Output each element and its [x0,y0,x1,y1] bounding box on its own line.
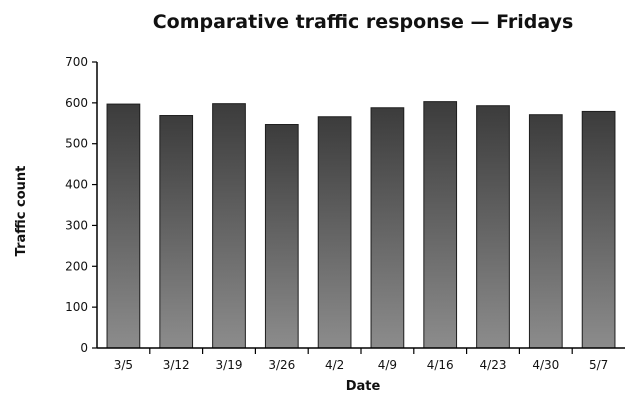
y-tick-label: 700 [65,55,88,69]
y-tick-label: 300 [65,218,88,232]
bar-4-2 [317,116,352,349]
x-tick-label: 5/7 [589,358,608,372]
bar-3-12 [159,115,194,349]
bars-layer [106,101,616,349]
x-tick-label: 3/26 [268,358,295,372]
y-tick-label: 200 [65,259,88,273]
y-tick-label: 400 [65,178,88,192]
y-tick-label: 100 [65,300,88,314]
bar-3-26 [264,124,299,349]
y-tick-label: 0 [80,341,88,355]
chart-title: Comparative traffic response — Fridays [153,11,574,33]
bar-4-16 [423,101,458,349]
x-tick-label: 4/30 [532,358,559,372]
x-tick-label: 4/16 [427,358,454,372]
y-axis-ticks: 0 100 200 300 400 500 600 700 [65,55,97,355]
bar-3-19 [212,103,246,349]
y-axis-label: Traffic count [14,166,29,257]
y-tick-label: 500 [65,137,88,151]
x-tick-label: 4/9 [378,358,397,372]
bar-4-9 [370,107,405,349]
x-axis-ticks: 3/5 3/12 3/19 3/26 4/2 4/9 4/16 4/23 4/30 5/7 [114,348,608,372]
bar-5-7 [581,110,616,349]
x-tick-label: 4/23 [480,358,507,372]
x-tick-label: 3/5 [114,358,133,372]
x-axis-label: Date [346,379,381,394]
bar-4-30 [528,114,563,349]
y-tick-label: 600 [65,96,88,110]
x-tick-label: 3/12 [163,358,190,372]
bar-3-5 [106,103,141,349]
x-tick-label: 4/2 [325,358,344,372]
bar-4-23 [476,105,510,349]
x-tick-label: 3/19 [216,358,243,372]
